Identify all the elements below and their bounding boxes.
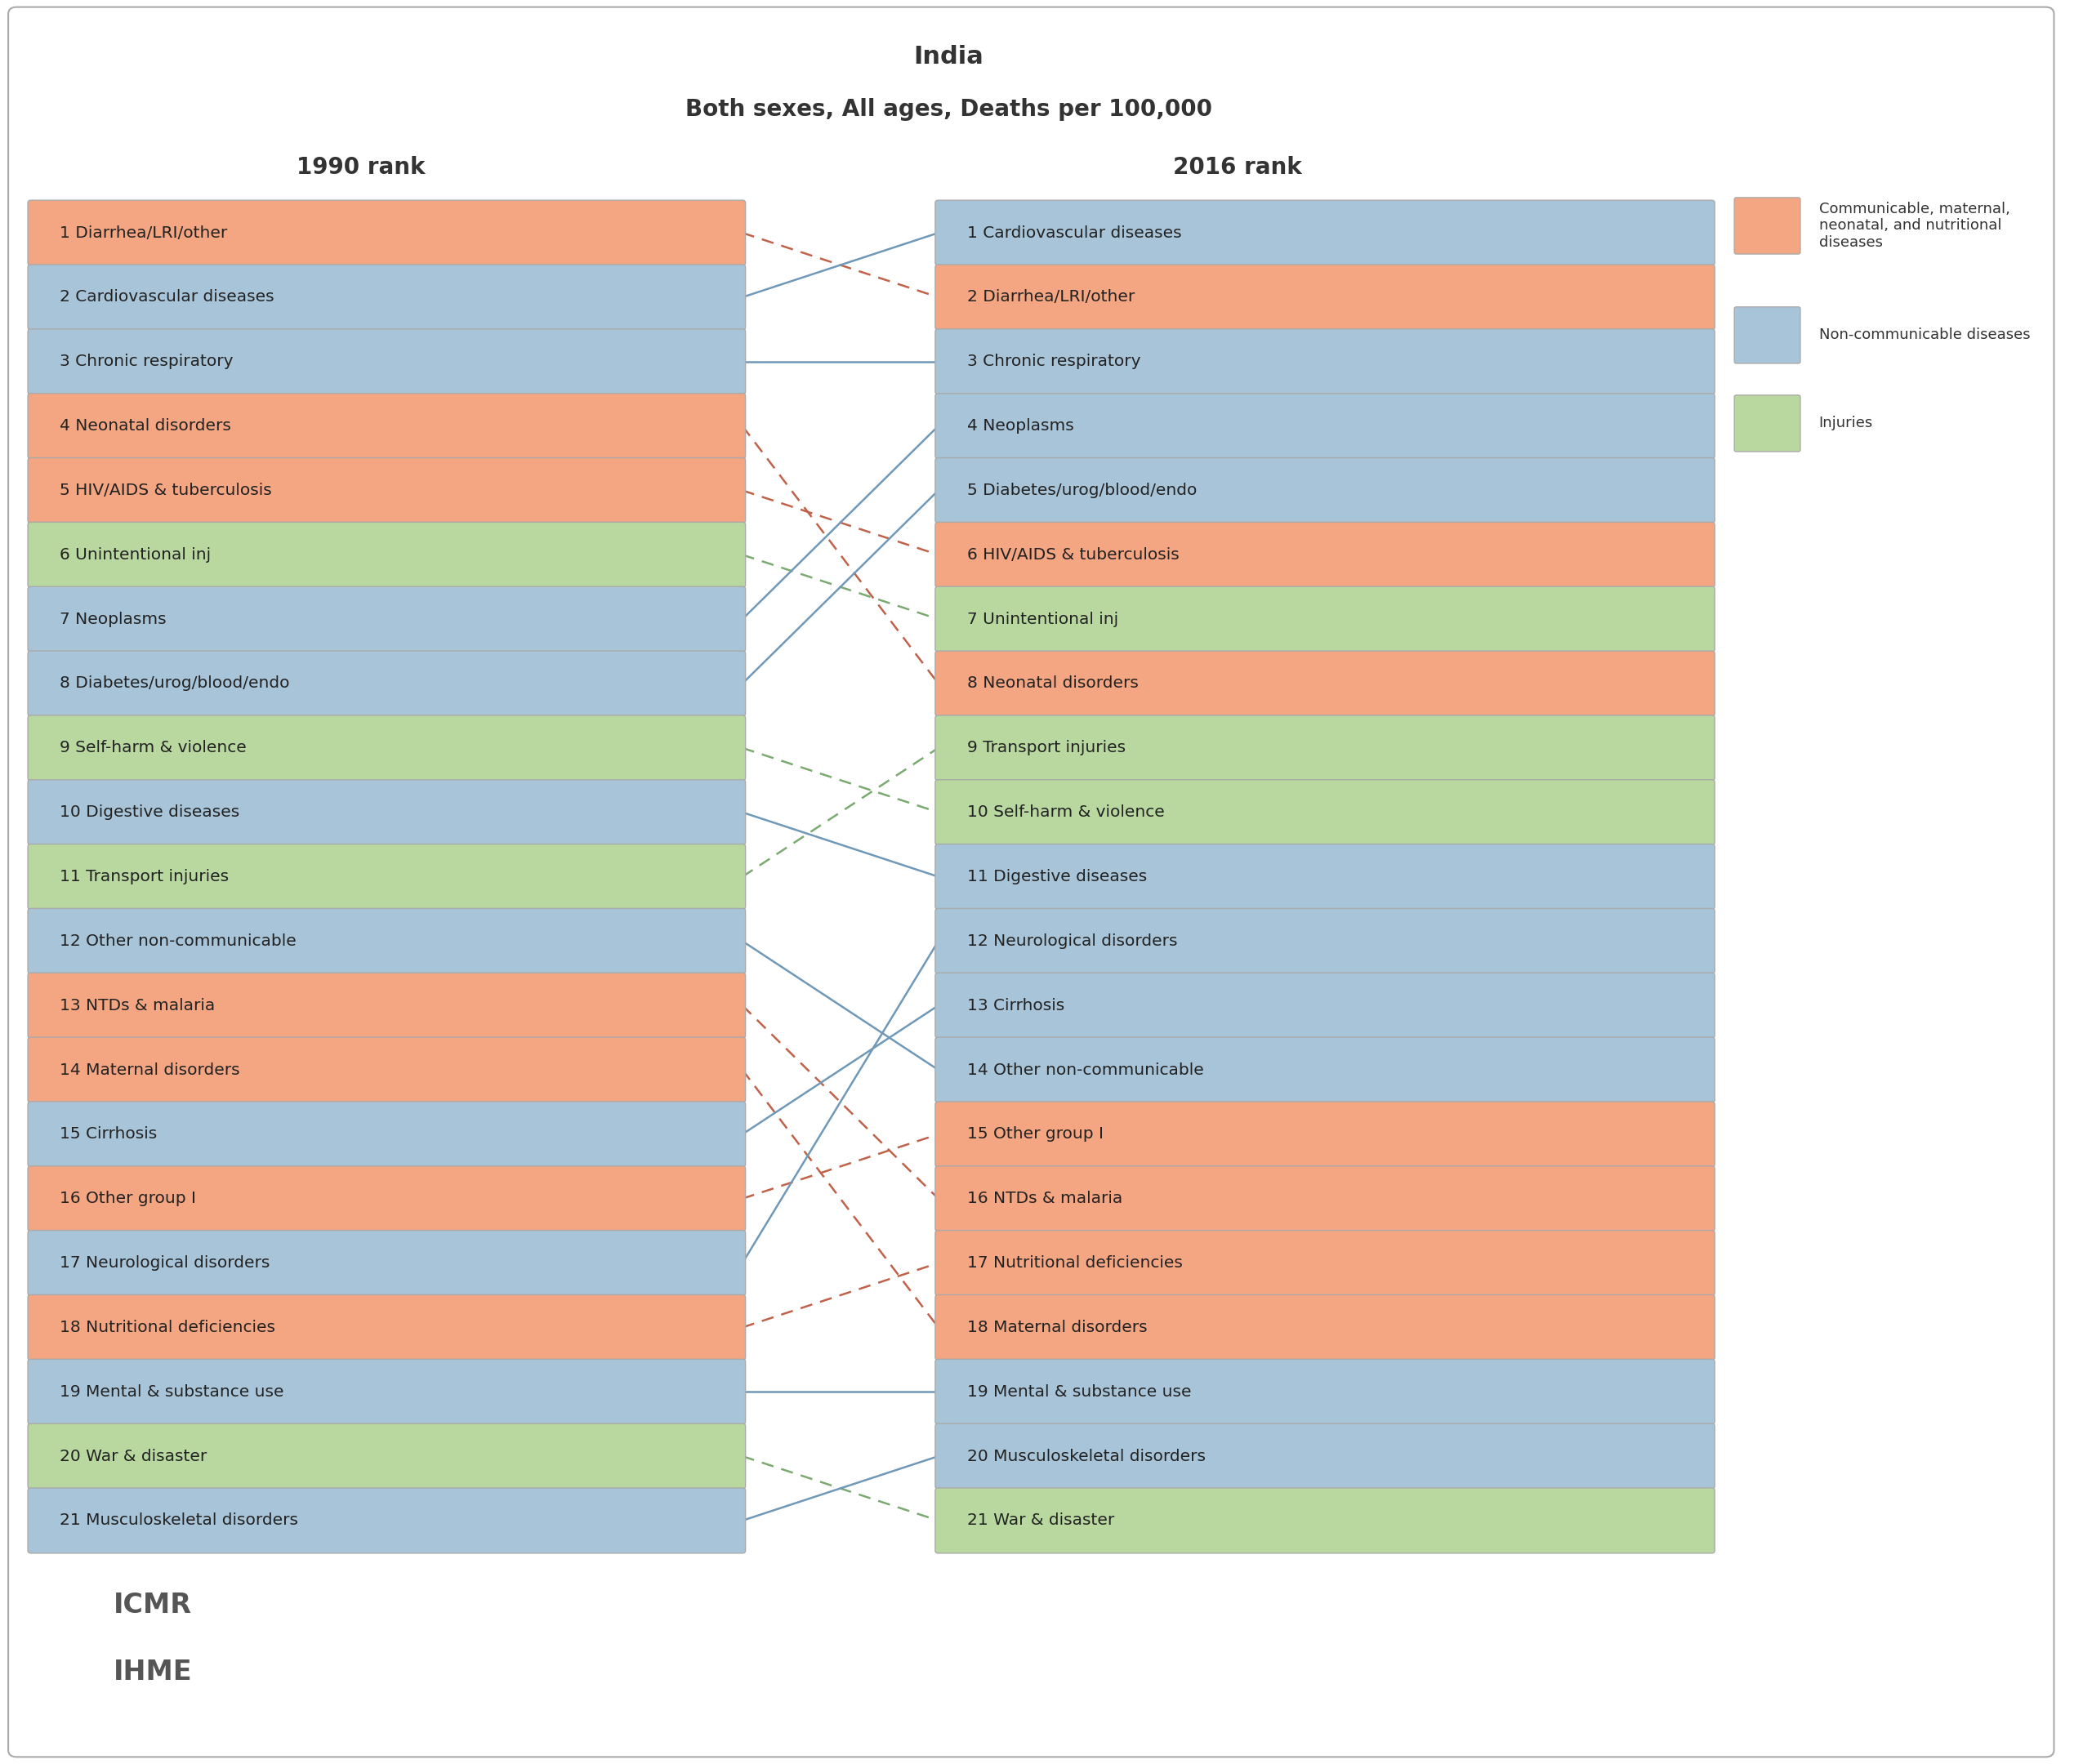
Text: Communicable, maternal,
neonatal, and nutritional
diseases: Communicable, maternal, neonatal, and nu… — [1818, 201, 2010, 250]
Text: 20 War & disaster: 20 War & disaster — [60, 1448, 206, 1464]
Text: 2 Cardiovascular diseases: 2 Cardiovascular diseases — [60, 289, 275, 305]
FancyBboxPatch shape — [935, 328, 1714, 393]
FancyBboxPatch shape — [27, 1101, 746, 1168]
FancyBboxPatch shape — [1735, 198, 1800, 254]
FancyBboxPatch shape — [27, 1166, 746, 1231]
Text: 8 Neonatal disorders: 8 Neonatal disorders — [967, 676, 1139, 691]
FancyBboxPatch shape — [27, 1424, 746, 1489]
FancyBboxPatch shape — [935, 393, 1714, 459]
FancyBboxPatch shape — [935, 716, 1714, 780]
Text: IHME: IHME — [112, 1658, 192, 1686]
FancyBboxPatch shape — [935, 1295, 1714, 1360]
Text: 10 Digestive diseases: 10 Digestive diseases — [60, 804, 240, 820]
FancyBboxPatch shape — [935, 1424, 1714, 1489]
FancyBboxPatch shape — [27, 586, 746, 651]
Text: 1 Cardiovascular diseases: 1 Cardiovascular diseases — [967, 226, 1181, 240]
Text: 1990 rank: 1990 rank — [296, 157, 425, 178]
FancyBboxPatch shape — [27, 328, 746, 393]
FancyBboxPatch shape — [27, 1037, 746, 1102]
Text: 2016 rank: 2016 rank — [1173, 157, 1302, 178]
Text: 11 Transport injuries: 11 Transport injuries — [60, 870, 229, 884]
FancyBboxPatch shape — [27, 522, 746, 587]
FancyBboxPatch shape — [935, 972, 1714, 1037]
FancyBboxPatch shape — [935, 201, 1714, 266]
FancyBboxPatch shape — [935, 522, 1714, 587]
Text: Injuries: Injuries — [1818, 416, 1873, 430]
Text: 14 Other non-communicable: 14 Other non-communicable — [967, 1062, 1204, 1078]
Text: Both sexes, All ages, Deaths per 100,000: Both sexes, All ages, Deaths per 100,000 — [685, 99, 1212, 120]
FancyBboxPatch shape — [27, 393, 746, 459]
Text: 9 Self-harm & violence: 9 Self-harm & violence — [60, 741, 246, 755]
FancyBboxPatch shape — [935, 265, 1714, 330]
FancyBboxPatch shape — [935, 1358, 1714, 1425]
FancyBboxPatch shape — [27, 1358, 746, 1425]
Text: 21 War & disaster: 21 War & disaster — [967, 1514, 1114, 1528]
FancyBboxPatch shape — [935, 651, 1714, 716]
FancyBboxPatch shape — [27, 457, 746, 522]
Text: 13 NTDs & malaria: 13 NTDs & malaria — [60, 998, 215, 1013]
FancyBboxPatch shape — [935, 586, 1714, 651]
Text: 4 Neoplasms: 4 Neoplasms — [967, 418, 1075, 434]
Text: 21 Musculoskeletal disorders: 21 Musculoskeletal disorders — [60, 1514, 298, 1528]
Text: 12 Neurological disorders: 12 Neurological disorders — [967, 933, 1177, 949]
FancyBboxPatch shape — [935, 843, 1714, 910]
FancyBboxPatch shape — [27, 1231, 746, 1295]
Text: 17 Neurological disorders: 17 Neurological disorders — [60, 1256, 271, 1270]
FancyBboxPatch shape — [935, 1101, 1714, 1168]
Text: 3 Chronic respiratory: 3 Chronic respiratory — [967, 355, 1141, 369]
Text: 10 Self-harm & violence: 10 Self-harm & violence — [967, 804, 1164, 820]
FancyBboxPatch shape — [935, 457, 1714, 522]
Text: India: India — [914, 44, 983, 69]
FancyBboxPatch shape — [8, 7, 2054, 1757]
FancyBboxPatch shape — [27, 201, 746, 266]
Text: 2 Diarrhea/LRI/other: 2 Diarrhea/LRI/other — [967, 289, 1135, 305]
Text: Non-communicable diseases: Non-communicable diseases — [1818, 328, 2031, 342]
Text: 8 Diabetes/urog/blood/endo: 8 Diabetes/urog/blood/endo — [60, 676, 290, 691]
FancyBboxPatch shape — [27, 651, 746, 716]
Text: 3 Chronic respiratory: 3 Chronic respiratory — [60, 355, 233, 369]
Text: 6 Unintentional inj: 6 Unintentional inj — [60, 547, 210, 563]
Text: 13 Cirrhosis: 13 Cirrhosis — [967, 998, 1064, 1013]
FancyBboxPatch shape — [935, 780, 1714, 845]
FancyBboxPatch shape — [27, 265, 746, 330]
Text: 5 HIV/AIDS & tuberculosis: 5 HIV/AIDS & tuberculosis — [60, 483, 273, 497]
FancyBboxPatch shape — [935, 908, 1714, 974]
FancyBboxPatch shape — [27, 716, 746, 780]
Text: 4 Neonatal disorders: 4 Neonatal disorders — [60, 418, 231, 434]
Text: 15 Other group I: 15 Other group I — [967, 1127, 1104, 1141]
Text: 18 Nutritional deficiencies: 18 Nutritional deficiencies — [60, 1319, 275, 1335]
FancyBboxPatch shape — [935, 1489, 1714, 1552]
FancyBboxPatch shape — [1735, 395, 1800, 452]
Text: 7 Unintentional inj: 7 Unintentional inj — [967, 612, 1119, 626]
Text: 9 Transport injuries: 9 Transport injuries — [967, 741, 1125, 755]
Text: ICMR: ICMR — [112, 1591, 192, 1619]
Text: 7 Neoplasms: 7 Neoplasms — [60, 612, 167, 626]
Text: 12 Other non-communicable: 12 Other non-communicable — [60, 933, 296, 949]
FancyBboxPatch shape — [27, 843, 746, 910]
FancyBboxPatch shape — [27, 780, 746, 845]
Text: 16 Other group I: 16 Other group I — [60, 1191, 196, 1207]
Text: 11 Digestive diseases: 11 Digestive diseases — [967, 870, 1148, 884]
FancyBboxPatch shape — [935, 1166, 1714, 1231]
FancyBboxPatch shape — [27, 1295, 746, 1360]
Text: 5 Diabetes/urog/blood/endo: 5 Diabetes/urog/blood/endo — [967, 483, 1198, 497]
Text: 18 Maternal disorders: 18 Maternal disorders — [967, 1319, 1148, 1335]
Text: 20 Musculoskeletal disorders: 20 Musculoskeletal disorders — [967, 1448, 1206, 1464]
Text: 15 Cirrhosis: 15 Cirrhosis — [60, 1127, 156, 1141]
FancyBboxPatch shape — [27, 1489, 746, 1552]
Text: 6 HIV/AIDS & tuberculosis: 6 HIV/AIDS & tuberculosis — [967, 547, 1179, 563]
FancyBboxPatch shape — [27, 972, 746, 1037]
Text: 19 Mental & substance use: 19 Mental & substance use — [967, 1385, 1191, 1399]
FancyBboxPatch shape — [935, 1037, 1714, 1102]
Text: 1 Diarrhea/LRI/other: 1 Diarrhea/LRI/other — [60, 226, 227, 240]
FancyBboxPatch shape — [935, 1231, 1714, 1295]
Text: 14 Maternal disorders: 14 Maternal disorders — [60, 1062, 240, 1078]
Text: 17 Nutritional deficiencies: 17 Nutritional deficiencies — [967, 1256, 1183, 1270]
Text: 19 Mental & substance use: 19 Mental & substance use — [60, 1385, 283, 1399]
FancyBboxPatch shape — [1735, 307, 1800, 363]
Text: 16 NTDs & malaria: 16 NTDs & malaria — [967, 1191, 1123, 1207]
FancyBboxPatch shape — [27, 908, 746, 974]
